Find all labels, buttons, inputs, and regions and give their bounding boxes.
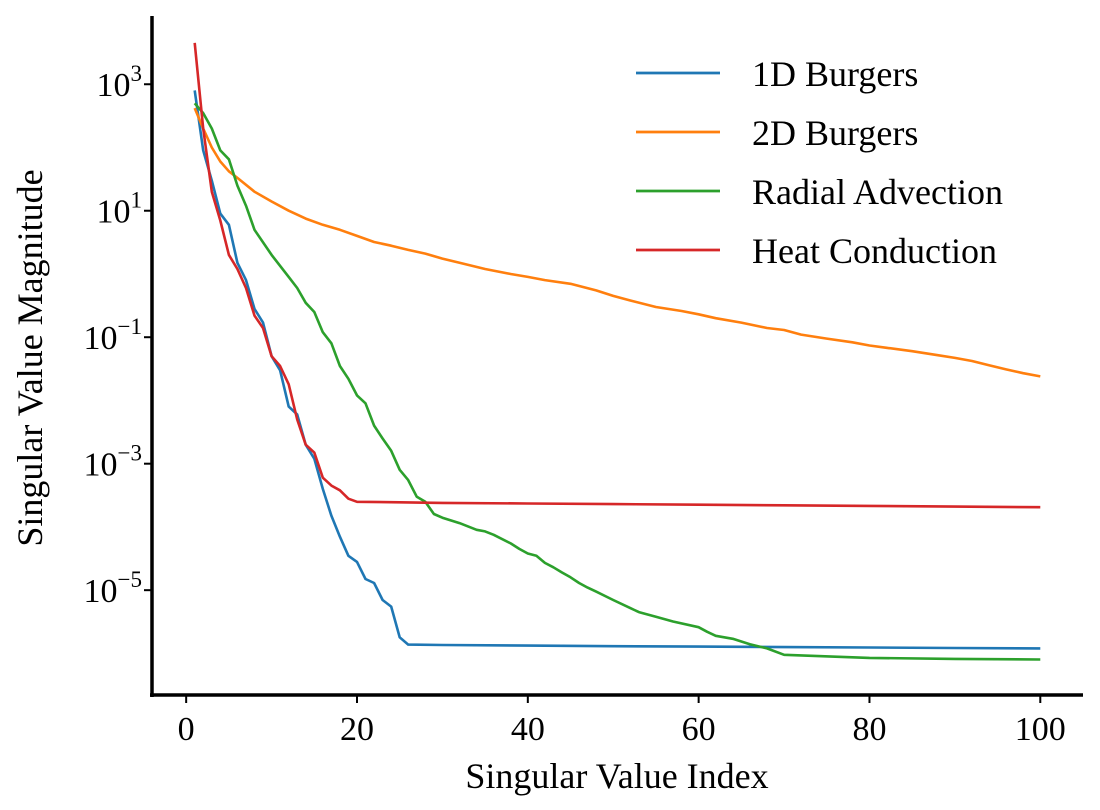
x-axis-title: Singular Value Index: [465, 756, 768, 796]
legend-label: Heat Conduction: [752, 231, 997, 271]
legend: 1D Burgers 2D Burgers Radial Advection Heat…: [636, 54, 1003, 271]
series-line-2: [193, 107, 1041, 378]
x-tick-label: 60: [682, 711, 716, 748]
series-line-1: [193, 90, 1041, 650]
y-tick-label: 103: [97, 61, 143, 104]
y-tick-label: 101: [97, 188, 143, 231]
y-tick-label: 10−3: [84, 441, 142, 484]
series-layer: [193, 42, 1041, 661]
y-axis-title: Singular Value Magnitude: [10, 169, 50, 546]
legend-label: 2D Burgers: [752, 113, 918, 153]
axes-layer: [150, 16, 1083, 697]
x-tick-label: 20: [340, 711, 374, 748]
y-tick-label: 10−1: [84, 314, 142, 357]
y-tick-label: 10−5: [84, 567, 142, 610]
legend-label: Radial Advection: [752, 172, 1003, 212]
x-tick-label: 40: [511, 711, 545, 748]
series-line-4: [193, 42, 1041, 509]
series-line-3: [193, 102, 1041, 661]
x-tick-label: 100: [1015, 711, 1066, 748]
x-tick-label: 80: [852, 711, 886, 748]
x-ticks: 0 20 40 60 80 100: [178, 695, 1066, 748]
y-ticks: 103 101 10−1 10−3 10−5: [84, 61, 152, 610]
x-tick-label: 0: [178, 711, 195, 748]
legend-label: 1D Burgers: [752, 54, 918, 94]
